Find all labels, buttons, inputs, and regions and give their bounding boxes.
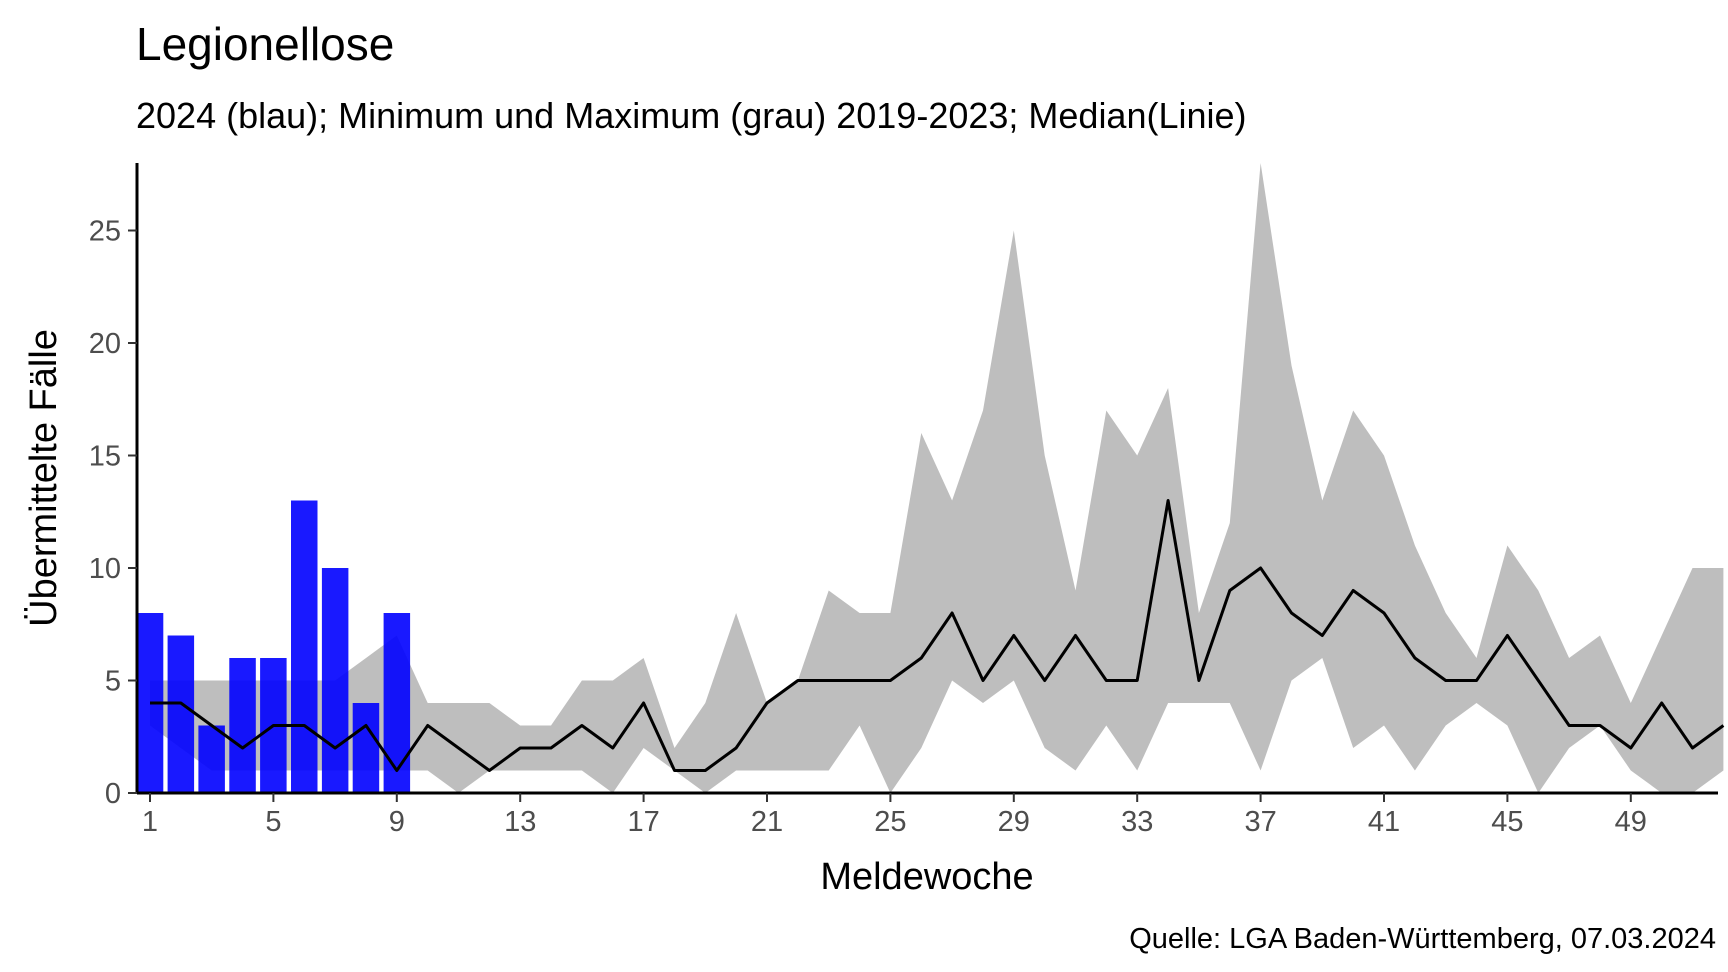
- x-tick-label: 1: [142, 806, 158, 838]
- min-max-range-band: [150, 163, 1724, 793]
- x-tick-label: 25: [874, 806, 906, 838]
- chart-caption: Quelle: LGA Baden-Württemberg, 07.03.202…: [1129, 923, 1716, 955]
- x-tick-label: 41: [1368, 806, 1400, 838]
- bar-week-6: [291, 500, 318, 793]
- bar-week-2: [167, 635, 195, 793]
- y-tick-label: 0: [105, 778, 121, 810]
- x-ticks: 1 5 9 13 17 21 25 29 33 37 41 45 49: [142, 793, 1647, 838]
- plot-area: [136, 163, 1725, 793]
- x-tick-label: 5: [265, 806, 281, 838]
- chart-title: Legionellose: [136, 18, 394, 70]
- y-tick-label: 5: [105, 666, 121, 698]
- y-tick-label: 10: [89, 553, 121, 585]
- y-tick-label: 25: [89, 216, 121, 248]
- x-tick-label: 37: [1244, 806, 1276, 838]
- x-tick-label: 13: [504, 806, 536, 838]
- x-tick-label: 17: [627, 806, 659, 838]
- bar-week-9: [383, 613, 411, 793]
- y-tick-label: 20: [89, 328, 121, 360]
- y-ticks: 0 5 10 15 20 25: [89, 216, 137, 810]
- bar-week-8: [352, 703, 380, 793]
- median-line: [150, 499, 1725, 772]
- x-tick-label: 29: [998, 806, 1030, 838]
- x-tick-label: 45: [1491, 806, 1523, 838]
- x-tick-label: 49: [1615, 806, 1647, 838]
- bar-week-7: [321, 568, 349, 793]
- bar-week-4: [229, 658, 256, 793]
- x-axis-title: Meldewoche: [820, 856, 1033, 898]
- x-tick-label: 9: [389, 806, 405, 838]
- x-tick-label: 21: [751, 806, 783, 838]
- bar-week-3: [198, 725, 225, 793]
- x-tick-label: 33: [1121, 806, 1153, 838]
- y-tick-label: 15: [89, 441, 121, 473]
- bars-2024: [136, 500, 411, 793]
- y-axis-title: Übermittelte Fälle: [23, 329, 65, 627]
- chart-subtitle: 2024 (blau); Minimum und Maximum (grau) …: [136, 95, 1247, 136]
